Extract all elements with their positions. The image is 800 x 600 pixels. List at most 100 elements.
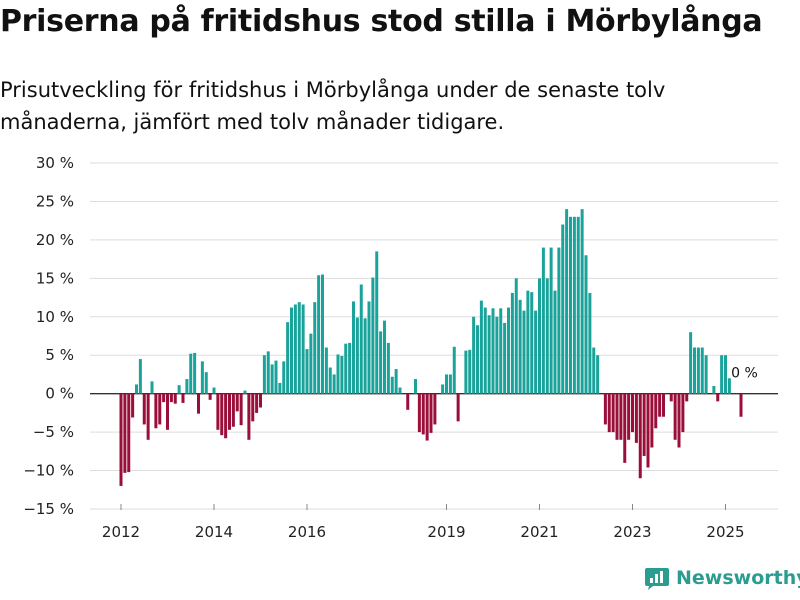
bar	[305, 349, 309, 394]
logo-text: Newsworthy	[676, 567, 800, 589]
bar	[642, 393, 646, 456]
bar	[119, 393, 123, 486]
bar	[592, 347, 596, 394]
bar	[270, 364, 274, 394]
bar	[623, 393, 627, 463]
bar	[650, 393, 654, 448]
x-tick-label: 2016	[288, 523, 326, 541]
x-tick-label: 2021	[520, 523, 558, 541]
y-tick-label: −10 %	[23, 462, 74, 480]
bar	[255, 393, 259, 413]
bar	[572, 216, 576, 394]
bar	[177, 385, 181, 394]
bar	[503, 322, 507, 394]
axis-labels: −15 % −10 % −5 % 0 % 5 % 10 % 15 % 20 % 25 % 30 %…	[23, 154, 757, 541]
bar	[557, 247, 561, 394]
bar	[286, 322, 290, 394]
bar	[231, 393, 235, 427]
bar	[545, 278, 549, 394]
bar	[352, 301, 355, 394]
bar	[441, 384, 445, 394]
bar	[224, 393, 228, 439]
bar	[417, 393, 421, 433]
y-tick-label: 20 %	[36, 231, 74, 249]
bar	[576, 216, 580, 394]
bar	[146, 393, 150, 440]
bar	[472, 316, 476, 394]
bar	[712, 385, 716, 394]
bar	[150, 381, 154, 394]
bar	[127, 393, 131, 473]
bar	[681, 393, 685, 433]
bar	[414, 379, 417, 394]
x-tick-label: 2019	[427, 523, 465, 541]
bar	[429, 393, 433, 433]
bar	[363, 318, 367, 394]
bar	[371, 277, 375, 394]
bar	[507, 307, 510, 394]
bar	[724, 355, 727, 394]
bar	[185, 379, 189, 394]
bar	[379, 331, 383, 394]
bar	[704, 355, 708, 394]
bar	[634, 393, 638, 443]
bar	[631, 393, 634, 433]
bar	[700, 347, 704, 394]
bar	[398, 387, 402, 394]
bar	[541, 247, 545, 394]
bar	[355, 317, 359, 394]
x-tick-label: 2025	[706, 523, 744, 541]
bar	[321, 274, 324, 394]
bar	[538, 278, 541, 394]
x-tick-label: 2014	[195, 523, 233, 541]
bar	[603, 393, 607, 425]
bar	[673, 393, 677, 440]
bar	[173, 393, 177, 404]
bar	[169, 393, 173, 403]
bar	[448, 374, 452, 394]
y-tick-label: 15 %	[36, 269, 74, 287]
bar	[274, 360, 278, 394]
bar	[406, 393, 410, 410]
bar	[228, 393, 231, 430]
bar	[716, 393, 720, 402]
bar	[390, 376, 394, 394]
bar	[433, 393, 437, 425]
bar	[324, 347, 328, 394]
bar	[638, 393, 642, 479]
bar	[348, 342, 352, 394]
bar	[530, 292, 534, 394]
bar	[526, 290, 530, 394]
bar	[646, 393, 650, 468]
bar	[216, 393, 220, 430]
bar	[208, 393, 212, 400]
bar	[534, 310, 538, 394]
bar	[162, 393, 166, 403]
bar	[197, 393, 200, 414]
bar	[340, 355, 344, 394]
bar	[181, 393, 185, 403]
bar	[317, 275, 321, 394]
bar	[394, 369, 398, 394]
bar	[518, 299, 522, 394]
bar	[510, 292, 514, 394]
bar	[549, 247, 553, 394]
bar	[727, 378, 731, 394]
chart-subtitle: Prisutveckling för fritidshus i Mörbylån…	[0, 78, 666, 134]
bar	[189, 353, 193, 394]
bar	[158, 393, 162, 425]
bar	[204, 372, 208, 394]
bar	[561, 224, 565, 394]
bar	[476, 325, 479, 394]
bar	[615, 393, 619, 440]
bar	[619, 393, 623, 440]
bar	[677, 393, 681, 448]
bar	[367, 301, 371, 394]
bar	[239, 393, 243, 426]
bar	[627, 393, 631, 440]
bar	[251, 393, 255, 422]
bar	[332, 374, 336, 394]
bar	[696, 347, 700, 394]
bar	[138, 359, 142, 394]
bar	[654, 393, 658, 429]
